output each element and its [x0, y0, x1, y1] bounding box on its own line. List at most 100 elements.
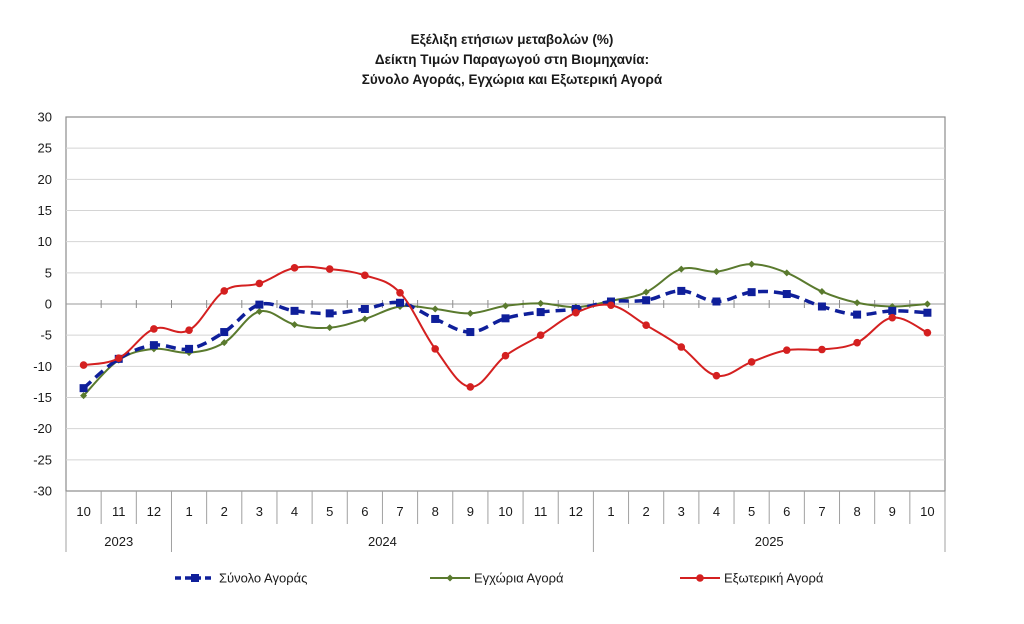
- data-point: [255, 300, 264, 309]
- data-point: [782, 346, 791, 354]
- x-tick-label: 7: [396, 504, 403, 519]
- y-tick-label: 10: [38, 234, 52, 249]
- data-point: [361, 315, 369, 323]
- y-tick-label: -20: [33, 421, 52, 436]
- data-point: [220, 328, 229, 337]
- data-point: [853, 310, 862, 319]
- x-tick-label: 9: [889, 504, 896, 519]
- x-tick-label: 4: [713, 504, 720, 519]
- legend-label: Σύνολο Αγοράς: [219, 571, 307, 586]
- x-tick-label: 1: [185, 504, 192, 519]
- x-tick-label: 2: [221, 504, 228, 519]
- y-tick-label: -5: [40, 328, 52, 343]
- data-point: [185, 326, 193, 334]
- data-point: [818, 345, 826, 354]
- x-tick-label: 10: [498, 504, 512, 519]
- data-point: [360, 304, 369, 313]
- data-point: [290, 306, 299, 315]
- data-point: [853, 299, 861, 307]
- series-group: [79, 260, 932, 400]
- data-point: [853, 338, 861, 347]
- series-line: [83, 265, 928, 388]
- gridlines: [65, 116, 946, 492]
- data-point: [431, 345, 439, 353]
- data-point: [747, 288, 756, 297]
- data-point: [748, 260, 756, 268]
- year-label: 2023: [104, 534, 133, 549]
- data-point: [290, 264, 299, 272]
- y-tick-label: 5: [45, 265, 52, 280]
- legend-swatch-marker: [191, 574, 199, 582]
- y-tick-label: -10: [33, 359, 52, 374]
- chart-title-line-1: Εξέλιξη ετήσιων μεταβολών (%): [410, 32, 614, 47]
- series-total-market: [79, 286, 932, 393]
- data-point: [607, 301, 615, 310]
- data-point: [642, 321, 650, 329]
- data-point: [291, 321, 299, 329]
- x-tick-label: 2: [643, 504, 650, 519]
- year-label: 2024: [368, 534, 397, 549]
- legend-item: Εξωτερική Αγορά: [680, 571, 824, 586]
- x-tick-label: 11: [112, 504, 126, 519]
- data-point: [466, 328, 475, 337]
- data-point: [80, 392, 88, 400]
- data-point: [712, 297, 721, 306]
- legend-label: Εγχώρια Αγορά: [474, 571, 564, 586]
- data-point: [501, 314, 510, 323]
- x-tick-label: 12: [147, 504, 161, 519]
- data-point: [818, 288, 826, 296]
- data-point: [923, 300, 931, 308]
- data-point: [502, 302, 509, 310]
- legend-swatch-marker: [696, 574, 704, 582]
- data-point: [466, 383, 475, 391]
- data-point: [255, 279, 264, 288]
- data-point: [888, 306, 897, 315]
- data-point: [361, 271, 369, 280]
- data-point: [431, 314, 440, 323]
- chart-title: Εξέλιξη ετήσιων μεταβολών (%) Δείκτη Τιμ…: [0, 30, 1024, 90]
- data-point: [782, 290, 791, 299]
- data-point: [431, 305, 439, 313]
- data-point: [677, 265, 685, 273]
- y-tick-label: -15: [33, 390, 52, 405]
- x-tick-label: 6: [783, 504, 790, 519]
- chart-title-line-2: Δείκτη Τιμών Παραγωγού στη Βιομηχανία:: [374, 52, 650, 67]
- data-point: [396, 298, 405, 307]
- x-tick-label: 11: [534, 504, 548, 519]
- x-tick-label: 1: [607, 504, 614, 519]
- data-point: [923, 328, 932, 337]
- y-tick-label: 25: [38, 141, 52, 156]
- x-tick-label: 10: [76, 504, 90, 519]
- data-point: [572, 308, 580, 317]
- chart-title-line-3: Σύνολο Αγοράς, Εγχώρια και Εξωτερική Αγο…: [361, 72, 663, 87]
- data-point: [149, 341, 158, 350]
- y-tick-label: 30: [38, 110, 52, 125]
- legend-item: Σύνολο Αγοράς: [175, 571, 307, 586]
- legend: Σύνολο Αγοράς Εγχώρια Αγορά Εξωτερική Αγορ…: [175, 571, 824, 586]
- data-point: [326, 324, 334, 332]
- data-point: [536, 331, 545, 339]
- data-point: [817, 302, 826, 311]
- x-tick-label: 3: [256, 504, 263, 519]
- x-tick-label: 7: [818, 504, 825, 519]
- series-domestic-market: [80, 260, 931, 400]
- y-tick-label: 0: [45, 297, 52, 312]
- y-tick-label: -30: [33, 484, 52, 499]
- data-point: [677, 343, 686, 351]
- x-tick-label: 5: [748, 504, 755, 519]
- y-axis: 30 25 20 15 10 5 0 -5 -10 -15 -20 -25 -30: [33, 110, 52, 499]
- legend-swatch-marker: [446, 574, 454, 582]
- x-tick-label: 10: [920, 504, 934, 519]
- data-point: [79, 384, 88, 393]
- data-point: [712, 268, 720, 276]
- y-tick-label: 20: [38, 172, 52, 187]
- data-point: [325, 265, 334, 273]
- data-point: [220, 287, 229, 295]
- data-point: [255, 307, 263, 315]
- y-tick-label: -25: [33, 452, 52, 467]
- x-tick-label: 4: [291, 504, 298, 519]
- data-point: [79, 361, 88, 369]
- legend-item: Εγχώρια Αγορά: [430, 571, 564, 586]
